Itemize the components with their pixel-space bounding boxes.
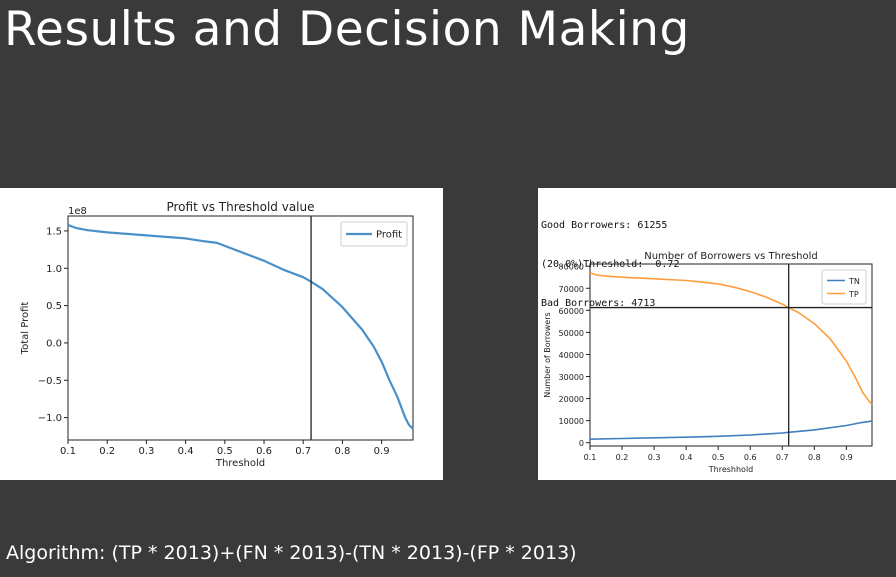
x-tick-label: 0.5	[217, 446, 233, 457]
y-tick-label: 0.0	[46, 338, 62, 349]
x-tick-label: 0.1	[60, 446, 76, 457]
y-axis-label: Total Profit	[20, 302, 31, 356]
y-tick-label: 0	[579, 439, 584, 448]
good-borrowers-text: Good Borrowers: 61255	[541, 220, 668, 231]
y-tick-label: −1.0	[38, 413, 62, 424]
x-tick-label: 0.9	[374, 446, 390, 457]
x-tick-label: 0.3	[648, 453, 661, 462]
x-axis-label: Threshhold	[708, 465, 754, 474]
y-tick-label: 20000	[559, 395, 584, 404]
x-tick-label: 0.7	[295, 446, 311, 457]
y-tick-label: 30000	[559, 373, 584, 382]
profit-chart-panel: Profit vs Threshold value 0.1 0.2 0.3 0.4 0.5…	[0, 188, 443, 480]
x-tick-label: 0.8	[334, 446, 350, 457]
x-tick-label: 0.6	[744, 453, 757, 462]
y-tick-label: 0.5	[46, 301, 62, 312]
plot-frame	[67, 215, 414, 441]
x-tick-label: 0.1	[584, 453, 597, 462]
x-tick-label: 0.7	[776, 453, 789, 462]
x-tick-label: 0.4	[680, 453, 693, 462]
algorithm-text: Algorithm: (TP * 2013)+(FN * 2013)-(TN *…	[6, 542, 577, 564]
x-tick-label: 0.9	[840, 453, 853, 462]
borrowers-chart-panel: Good Borrowers: 61255 (20.0%)Threshold: …	[538, 188, 896, 480]
x-tick-label: 0.2	[616, 453, 629, 462]
series-line-profit	[67, 223, 414, 430]
y-tick-label: 40000	[559, 351, 584, 360]
y-tick-label: 80000	[559, 263, 584, 272]
y-tick-label: 1.5	[46, 226, 62, 237]
legend-box	[340, 221, 408, 247]
y-tick-label: 1.0	[46, 264, 62, 275]
y-tick-label: −0.5	[38, 376, 62, 387]
x-tick-label: 0.3	[138, 446, 154, 457]
plot-frame	[589, 263, 873, 447]
x-tick-label: 0.8	[808, 453, 821, 462]
x-tick-label: 0.2	[99, 446, 115, 457]
legend-label-tp: TP	[848, 290, 859, 299]
x-tick-label: 0.4	[178, 446, 194, 457]
x-tick-label: 0.5	[712, 453, 725, 462]
x-axis-label: Threshold	[215, 458, 265, 469]
chart-title: Profit vs Threshold value	[166, 200, 314, 214]
y-offset-label: 1e8	[68, 206, 87, 217]
legend-box	[821, 269, 867, 305]
y-tick-label: 60000	[559, 307, 584, 316]
x-tick-label: 0.6	[256, 446, 272, 457]
y-tick-label: 50000	[559, 329, 584, 338]
slide-title: Results and Decision Making	[4, 2, 690, 57]
series-line-tn	[589, 420, 873, 440]
bad-borrowers-text: Bad Borrowers: 4713	[541, 298, 656, 309]
legend-label-tn: TN	[848, 277, 860, 286]
borrowers-chart: Number of Borrowers vs Threshold 0.1 0.2 0.…	[543, 251, 873, 474]
profit-chart: Profit vs Threshold value 0.1 0.2 0.3 0.4 0.5…	[20, 200, 414, 469]
legend-label-profit: Profit	[376, 230, 402, 241]
chart-title: Number of Borrowers vs Threshold	[644, 251, 818, 262]
series-line-tp	[589, 272, 873, 405]
y-tick-label: 10000	[559, 417, 584, 426]
y-tick-label: 70000	[559, 285, 584, 294]
y-axis-label: Number of Borrowers	[543, 312, 552, 397]
